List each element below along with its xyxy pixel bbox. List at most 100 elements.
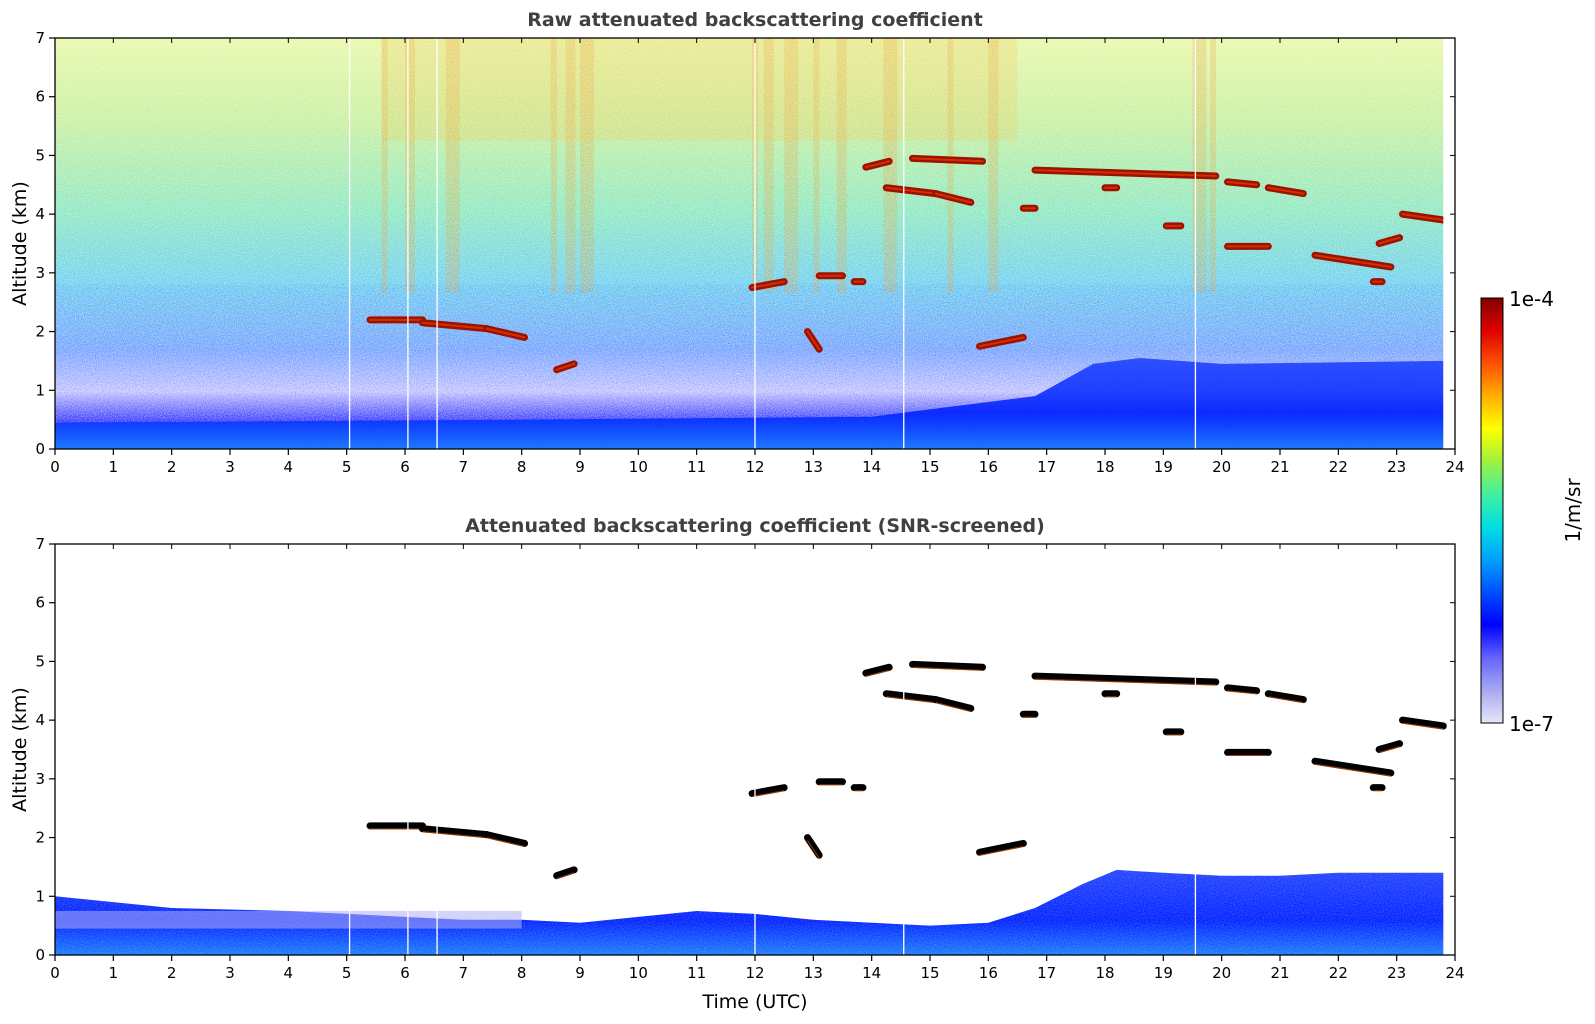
x-tick-label: 13 [804, 964, 823, 982]
x-tick-label: 14 [862, 964, 881, 982]
x-tick-label: 8 [517, 458, 527, 476]
x-tick-label: 7 [459, 458, 469, 476]
screened-cloud [862, 663, 893, 677]
cloud-layer-edge [934, 192, 972, 204]
screened-cloud [553, 866, 578, 880]
x-axis-label: Time (UTC) [701, 991, 807, 1013]
screened-cloud-edge [886, 696, 936, 704]
screened-cloud-edge [556, 872, 575, 880]
screened-cloud [748, 784, 788, 798]
screened-cloud-edge [1402, 722, 1444, 730]
y-tick-label: 0 [35, 440, 45, 458]
aerosol-layer [55, 357, 1444, 449]
y-tick-label: 4 [35, 205, 45, 223]
x-tick-label: 11 [687, 458, 706, 476]
x-tick-label: 19 [1154, 458, 1173, 476]
x-tick-label: 5 [342, 458, 352, 476]
screened-cloud [882, 690, 940, 704]
screened-cloud-edge [422, 831, 487, 839]
screened-cloud-edge [935, 702, 971, 712]
colorbar-scale [1480, 297, 1504, 724]
cloud-layer-edge [1401, 213, 1445, 222]
x-tick-label: 15 [920, 458, 939, 476]
screened-cloud [1264, 690, 1307, 704]
x-tick-label: 2 [167, 458, 177, 476]
screened-cloud-edge [751, 790, 785, 798]
screened-cloud [419, 825, 491, 839]
x-tick-label: 17 [1037, 964, 1056, 982]
y-tick-label: 2 [35, 323, 45, 341]
x-tick-label: 24 [1445, 964, 1464, 982]
cloud-layer-edge [421, 321, 488, 330]
x-tick-label: 8 [517, 964, 527, 982]
x-tick-label: 15 [920, 964, 939, 982]
cloud-layer-edge [485, 327, 526, 339]
colorbar-max-label: 1e-4 [1509, 287, 1554, 311]
x-tick-label: 13 [804, 458, 823, 476]
y-tick-label: 4 [35, 711, 45, 729]
raw-heatmap [55, 38, 1455, 449]
colorbar: 1e-4 1e-7 1/m/sr [1480, 287, 1585, 736]
x-tick-label: 22 [1329, 964, 1348, 982]
x-tick-label: 6 [400, 964, 410, 982]
screened-cloud [1224, 684, 1261, 695]
x-tick-label: 4 [284, 964, 294, 982]
x-tick-label: 22 [1329, 458, 1348, 476]
screened-cloud-edge [806, 840, 820, 859]
x-tick-label: 7 [459, 964, 469, 982]
screened-cloud [483, 831, 529, 847]
x-tick-label: 11 [687, 964, 706, 982]
screened-heatmap [55, 544, 1447, 955]
x-tick-label: 4 [284, 458, 294, 476]
cloud-layer-edge [978, 336, 1025, 348]
x-tick-label: 9 [575, 458, 585, 476]
x-tick-label: 16 [979, 458, 998, 476]
raw-panel-title: Raw attenuated backscattering coefficien… [527, 9, 983, 31]
x-tick-label: 23 [1387, 458, 1406, 476]
screened-cloud-edge [1314, 763, 1391, 777]
screened-cloud [1311, 757, 1395, 777]
cloud-layer-edge [555, 362, 576, 371]
x-tick-label: 20 [1212, 964, 1231, 982]
x-tick-label: 1 [109, 458, 119, 476]
x-tick-label: 20 [1212, 458, 1231, 476]
x-tick-label: 12 [745, 964, 764, 982]
x-tick-label: 24 [1445, 458, 1464, 476]
y-tick-label: 1 [35, 381, 45, 399]
cloud-layer-edge [1267, 186, 1305, 195]
screened-cloud-edge [1268, 696, 1304, 704]
cloud-layer-edge [911, 157, 984, 163]
y-tick-label: 5 [35, 146, 45, 164]
x-tick-label: 21 [1270, 964, 1289, 982]
cloud-layer-edge [885, 186, 937, 195]
screened-y-axis-label: Altitude (km) [9, 687, 31, 812]
cloud-layer-edge [1378, 236, 1401, 245]
screened-cloud [1375, 740, 1404, 753]
low-signal-fringe [55, 910, 522, 929]
y-tick-label: 2 [35, 829, 45, 847]
screened-axis-ticks: 0 1 2 3 4 5 6 7 8 9 10 11 12 13 14 15 16 17 18 19 20 21 22 23 24… [35, 535, 1464, 982]
x-tick-label: 19 [1154, 964, 1173, 982]
y-tick-label: 7 [35, 29, 45, 47]
colorbar-unit-label: 1/m/sr [1561, 478, 1585, 543]
y-tick-label: 6 [35, 88, 45, 106]
x-tick-label: 18 [1095, 458, 1114, 476]
screened-cloud-edge [912, 666, 983, 671]
x-tick-label: 2 [167, 964, 177, 982]
raw-panel: Raw attenuated backscattering coefficien… [9, 9, 1465, 476]
colorbar-min-label: 1e-7 [1509, 712, 1554, 736]
screened-panel-title: Attenuated backscattering coefficient (S… [465, 515, 1045, 537]
x-tick-label: 0 [50, 964, 60, 982]
cloud-layer-edge [864, 160, 891, 169]
screened-cloud [1399, 716, 1447, 730]
screened-cloud [932, 696, 975, 712]
x-tick-label: 3 [225, 458, 235, 476]
x-tick-label: 9 [575, 964, 585, 982]
raw-y-axis-label: Altitude (km) [9, 181, 31, 306]
x-tick-label: 18 [1095, 964, 1114, 982]
y-tick-label: 1 [35, 887, 45, 905]
screened-cloud-edge [486, 837, 525, 848]
x-tick-label: 21 [1270, 458, 1289, 476]
screened-speckle [55, 869, 1444, 955]
y-tick-label: 3 [35, 770, 45, 788]
